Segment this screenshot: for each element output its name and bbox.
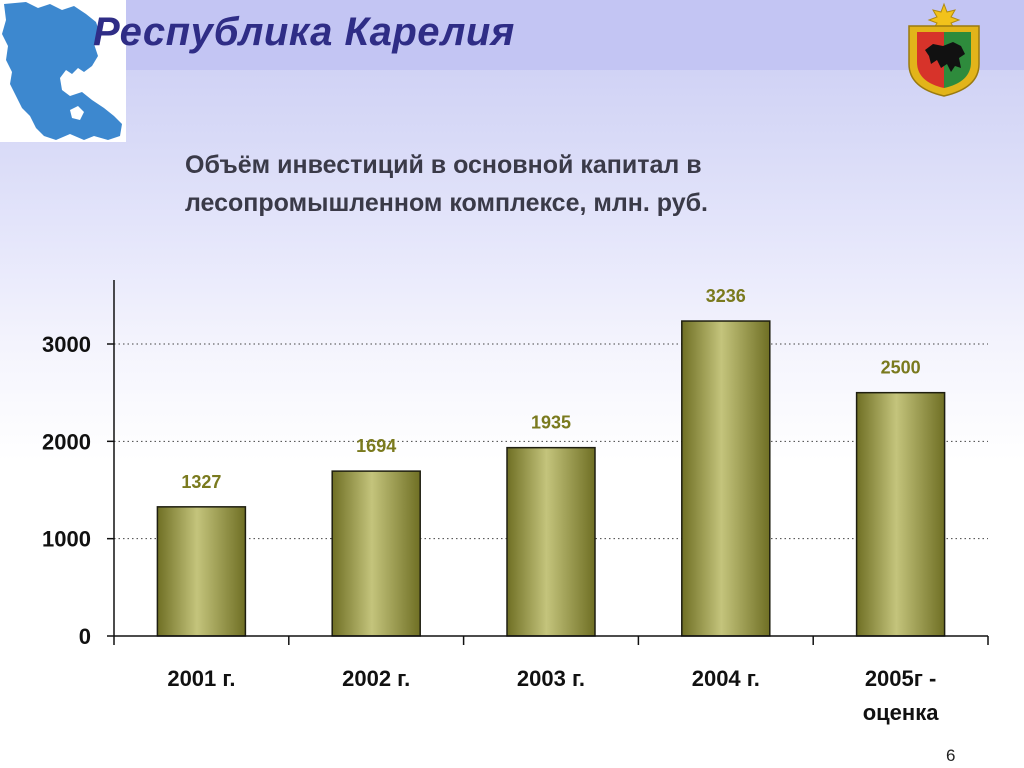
- karelia-map-icon: [0, 0, 126, 142]
- bar: [506, 446, 596, 637]
- map-shape: [2, 2, 122, 140]
- bar: [331, 470, 421, 637]
- bar: [156, 506, 247, 637]
- coat-bear-shape: [925, 42, 965, 72]
- x-category-label: 2001 г.: [167, 666, 235, 691]
- bar: [855, 391, 946, 637]
- x-category-label: 2005г -: [865, 666, 937, 691]
- map-lake-shape: [70, 106, 84, 120]
- data-label: 1327: [181, 472, 221, 492]
- bar-chart: 0 1000 2000 3000 1327 2001 г. 1694 2002 г. 1935 2…: [42, 280, 989, 725]
- x-category-label: оценка: [863, 700, 939, 725]
- data-label: 3236: [706, 286, 746, 306]
- header-title: Республика Карелия: [93, 10, 515, 54]
- y-tick-label: 3000: [42, 332, 91, 357]
- page-number: 6: [946, 746, 956, 765]
- data-label: 1935: [531, 413, 571, 433]
- labels: 0 1000 2000 3000 1327 2001 г. 1694 2002 г. 1935 2…: [42, 286, 939, 725]
- y-tick-label: 1000: [42, 527, 91, 552]
- x-category-label: 2002 г.: [342, 666, 410, 691]
- data-label: 1694: [356, 436, 396, 456]
- axes: [107, 280, 989, 645]
- x-category-label: 2004 г.: [692, 666, 760, 691]
- karelia-coat-of-arms-icon: [903, 2, 985, 98]
- y-tick-label: 0: [79, 624, 91, 649]
- x-category-label: 2003 г.: [517, 666, 585, 691]
- chart-title-line-1: Объём инвестиций в основной капитал в: [185, 151, 702, 179]
- data-label: 2500: [881, 358, 921, 378]
- chart-title: Объём инвестиций в основной капитал в ле…: [185, 146, 885, 222]
- bars: [156, 320, 946, 637]
- bar: [681, 320, 771, 637]
- header-band: [0, 0, 1024, 70]
- y-tick-label: 2000: [42, 429, 91, 454]
- chart-title-line-2: лесопромышленном комплексе, млн. руб.: [185, 189, 708, 217]
